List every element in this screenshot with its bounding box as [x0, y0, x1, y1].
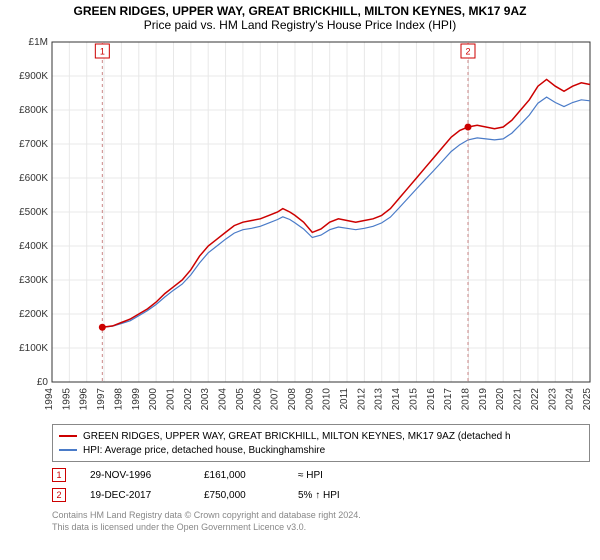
svg-text:2016: 2016: [426, 388, 437, 411]
svg-text:£0: £0: [37, 377, 49, 388]
svg-text:2013: 2013: [374, 388, 385, 411]
svg-text:£200K: £200K: [19, 309, 48, 320]
svg-text:2004: 2004: [218, 388, 229, 411]
svg-text:2025: 2025: [582, 388, 593, 411]
svg-text:2006: 2006: [252, 388, 263, 411]
chart-subtitle: Price paid vs. HM Land Registry's House …: [0, 18, 600, 36]
svg-text:£500K: £500K: [19, 207, 48, 218]
svg-text:2007: 2007: [270, 388, 281, 411]
svg-text:£300K: £300K: [19, 275, 48, 286]
line-chart: £0 £100K £200K £300K £400K £500K £600K £700K £80…: [0, 36, 600, 418]
svg-text:2017: 2017: [443, 388, 454, 411]
svg-text:2012: 2012: [356, 388, 367, 411]
svg-text:2003: 2003: [200, 388, 211, 411]
chart-container: £0 £100K £200K £300K £400K £500K £600K £700K £80…: [0, 36, 600, 418]
svg-text:1996: 1996: [79, 388, 90, 411]
footer: Contains HM Land Registry data © Crown c…: [52, 510, 590, 533]
sale-price-2: £750,000: [204, 490, 274, 501]
sale-row-1: 1 29-NOV-1996 £161,000 ≈ HPI: [52, 468, 590, 482]
sale-diff-1: ≈ HPI: [298, 470, 358, 481]
svg-text:2022: 2022: [530, 388, 541, 411]
svg-text:1995: 1995: [61, 388, 72, 411]
legend-label-property: GREEN RIDGES, UPPER WAY, GREAT BRICKHILL…: [83, 431, 511, 442]
svg-text:1: 1: [100, 47, 105, 57]
svg-text:1997: 1997: [96, 388, 107, 411]
svg-text:2002: 2002: [183, 388, 194, 411]
svg-text:2018: 2018: [461, 388, 472, 411]
footer-line-1: Contains HM Land Registry data © Crown c…: [52, 510, 590, 522]
legend-swatch-hpi: [59, 449, 77, 451]
svg-text:2010: 2010: [322, 388, 333, 411]
svg-text:2011: 2011: [339, 388, 350, 410]
footer-line-2: This data is licensed under the Open Gov…: [52, 522, 590, 534]
svg-text:2: 2: [465, 47, 470, 57]
sale-marker-1: 1: [52, 468, 66, 482]
svg-text:2005: 2005: [235, 388, 246, 411]
legend: GREEN RIDGES, UPPER WAY, GREAT BRICKHILL…: [52, 424, 590, 462]
svg-text:1999: 1999: [131, 388, 142, 411]
sale-row-2: 2 19-DEC-2017 £750,000 5% ↑ HPI: [52, 488, 590, 502]
chart-title: GREEN RIDGES, UPPER WAY, GREAT BRICKHILL…: [0, 0, 600, 18]
legend-row-hpi: HPI: Average price, detached house, Buck…: [59, 443, 583, 457]
svg-text:2019: 2019: [478, 388, 489, 411]
svg-text:2024: 2024: [565, 388, 576, 411]
svg-text:2023: 2023: [547, 388, 558, 411]
svg-text:1994: 1994: [44, 388, 55, 411]
svg-text:2001: 2001: [165, 388, 176, 411]
sale-price-1: £161,000: [204, 470, 274, 481]
svg-text:2014: 2014: [391, 388, 402, 411]
sale-date-1: 29-NOV-1996: [90, 470, 180, 481]
sale-diff-2: 5% ↑ HPI: [298, 490, 358, 501]
svg-text:2008: 2008: [287, 388, 298, 411]
svg-text:£600K: £600K: [19, 173, 48, 184]
sale-date-2: 19-DEC-2017: [90, 490, 180, 501]
svg-text:£100K: £100K: [19, 343, 48, 354]
legend-swatch-property: [59, 435, 77, 437]
svg-text:2009: 2009: [304, 388, 315, 411]
sale-marker-2: 2: [52, 488, 66, 502]
svg-text:£700K: £700K: [19, 139, 48, 150]
svg-text:1998: 1998: [113, 388, 124, 411]
svg-text:£1M: £1M: [29, 37, 48, 48]
legend-row-property: GREEN RIDGES, UPPER WAY, GREAT BRICKHILL…: [59, 429, 583, 443]
svg-text:2000: 2000: [148, 388, 159, 411]
svg-text:2021: 2021: [513, 388, 524, 411]
svg-text:£900K: £900K: [19, 71, 48, 82]
svg-text:£800K: £800K: [19, 105, 48, 116]
svg-text:2015: 2015: [408, 388, 419, 411]
svg-text:£400K: £400K: [19, 241, 48, 252]
legend-label-hpi: HPI: Average price, detached house, Buck…: [83, 445, 325, 456]
svg-text:2020: 2020: [495, 388, 506, 411]
